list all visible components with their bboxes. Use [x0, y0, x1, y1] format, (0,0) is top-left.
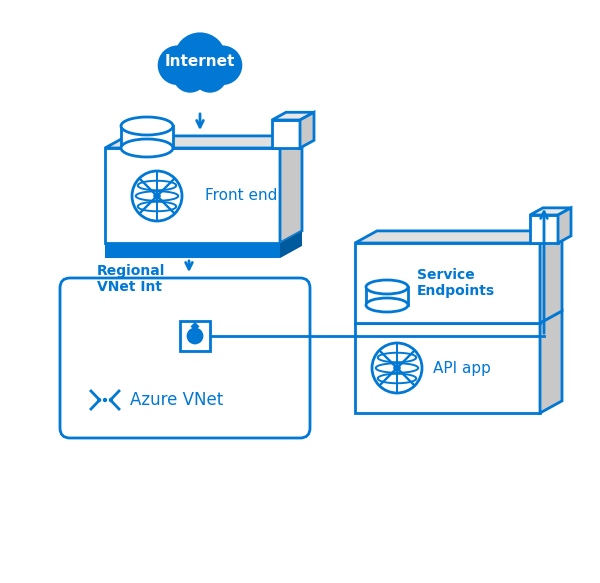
Polygon shape — [280, 231, 302, 258]
Circle shape — [174, 33, 226, 85]
FancyBboxPatch shape — [60, 278, 310, 438]
Circle shape — [153, 192, 161, 200]
Circle shape — [158, 45, 197, 85]
Polygon shape — [530, 215, 558, 243]
Polygon shape — [105, 148, 280, 243]
Circle shape — [173, 58, 207, 93]
Polygon shape — [355, 243, 540, 323]
Ellipse shape — [366, 298, 408, 312]
Ellipse shape — [121, 139, 173, 157]
Polygon shape — [530, 208, 571, 215]
Circle shape — [193, 58, 227, 93]
Polygon shape — [191, 322, 199, 331]
Circle shape — [393, 364, 401, 372]
Text: API app: API app — [433, 360, 491, 375]
Ellipse shape — [366, 280, 408, 294]
Polygon shape — [366, 287, 408, 305]
Polygon shape — [272, 113, 314, 120]
Circle shape — [187, 328, 203, 345]
Circle shape — [109, 398, 113, 402]
Polygon shape — [272, 120, 300, 148]
Polygon shape — [280, 136, 302, 243]
Text: Service
Endpoints: Service Endpoints — [417, 268, 495, 298]
Polygon shape — [558, 208, 571, 243]
Circle shape — [97, 398, 101, 402]
Text: Regional
VNet Int: Regional VNet Int — [97, 264, 166, 294]
FancyBboxPatch shape — [180, 321, 210, 351]
Polygon shape — [540, 311, 562, 413]
Text: Internet: Internet — [165, 54, 235, 68]
Polygon shape — [121, 126, 173, 148]
Text: Azure VNet: Azure VNet — [130, 391, 223, 409]
Polygon shape — [355, 231, 562, 243]
Polygon shape — [540, 231, 562, 323]
Text: Front end: Front end — [205, 188, 277, 203]
Polygon shape — [355, 323, 540, 413]
Circle shape — [103, 398, 107, 402]
Ellipse shape — [121, 117, 173, 135]
Polygon shape — [280, 231, 302, 258]
Polygon shape — [105, 136, 302, 148]
Polygon shape — [355, 311, 562, 323]
Polygon shape — [300, 113, 314, 148]
Circle shape — [203, 45, 242, 85]
Polygon shape — [105, 243, 280, 258]
